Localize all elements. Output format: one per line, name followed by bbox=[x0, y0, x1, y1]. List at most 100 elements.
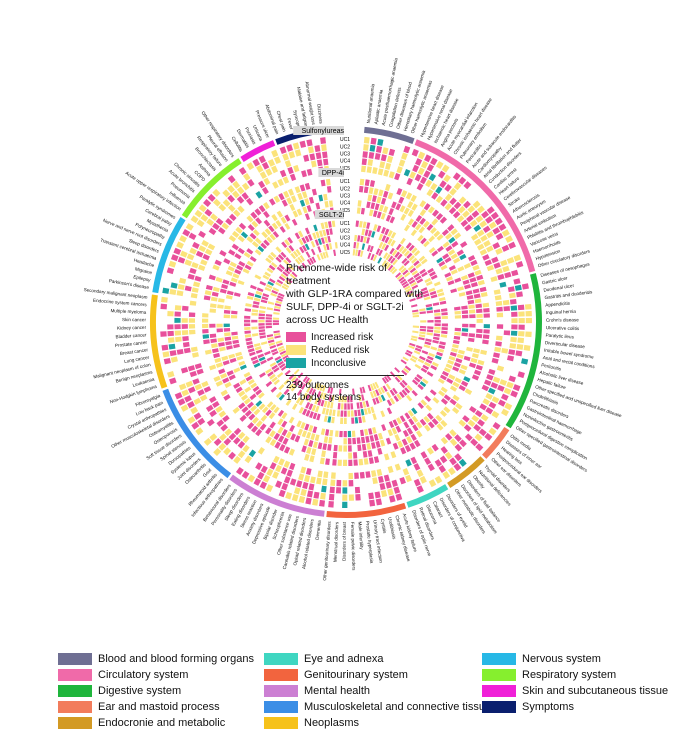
risk-cell bbox=[307, 234, 313, 241]
risk-cell bbox=[260, 414, 268, 422]
risk-cell bbox=[441, 315, 448, 320]
risk-cell bbox=[387, 429, 394, 437]
risk-cell bbox=[284, 239, 291, 246]
risk-cell bbox=[501, 244, 510, 252]
risk-cell bbox=[425, 303, 433, 308]
risk-cell bbox=[458, 384, 466, 392]
risk-cell bbox=[500, 259, 508, 267]
risk-cell bbox=[283, 190, 290, 199]
risk-cell bbox=[238, 390, 246, 397]
risk-cell bbox=[501, 348, 509, 354]
risk-cell bbox=[184, 395, 192, 403]
risk-cell bbox=[494, 295, 502, 301]
risk-cell bbox=[442, 471, 451, 480]
risk-cell bbox=[354, 472, 359, 479]
risk-cell bbox=[449, 197, 457, 206]
risk-cell bbox=[511, 324, 518, 330]
risk-cell bbox=[373, 456, 380, 464]
risk-cell bbox=[272, 287, 280, 292]
risk-cell bbox=[297, 256, 303, 263]
risk-cell bbox=[473, 224, 482, 232]
risk-cell bbox=[275, 246, 282, 253]
risk-cell bbox=[224, 428, 233, 437]
risk-cell bbox=[210, 213, 218, 222]
risk-cell bbox=[207, 243, 216, 251]
risk-cell bbox=[244, 323, 251, 327]
risk-cell bbox=[279, 444, 286, 452]
risk-cell bbox=[488, 427, 497, 436]
risk-cell bbox=[328, 394, 332, 401]
risk-cell bbox=[449, 351, 457, 357]
legend-item-blood: Blood and blood forming organs bbox=[58, 652, 254, 666]
risk-cell bbox=[413, 478, 421, 487]
risk-cell bbox=[322, 252, 327, 259]
risk-cell bbox=[297, 265, 303, 272]
risk-cell bbox=[452, 343, 459, 349]
risk-cell bbox=[281, 482, 289, 491]
risk-cell bbox=[253, 477, 262, 486]
risk-cell bbox=[256, 164, 264, 173]
risk-cell bbox=[399, 476, 406, 485]
risk-cell bbox=[320, 237, 325, 244]
risk-cell bbox=[402, 429, 409, 438]
risk-cell bbox=[455, 358, 463, 364]
risk-cell bbox=[432, 397, 440, 404]
risk-cell bbox=[277, 295, 284, 300]
outcome-label: Dizziness bbox=[316, 104, 324, 125]
risk-cell bbox=[268, 412, 276, 420]
risk-cell bbox=[415, 430, 423, 438]
risk-cell bbox=[325, 429, 330, 436]
risk-cell bbox=[198, 245, 207, 253]
risk-cell bbox=[437, 378, 445, 385]
risk-cell bbox=[204, 290, 212, 296]
risk-cell bbox=[377, 388, 383, 395]
risk-cell bbox=[269, 373, 276, 380]
risk-cell bbox=[280, 216, 287, 224]
risk-cell bbox=[370, 137, 377, 145]
risk-cell bbox=[212, 264, 220, 271]
risk-cell bbox=[181, 318, 188, 323]
risk-cell bbox=[303, 438, 310, 446]
risk-cell bbox=[224, 381, 232, 389]
risk-cell bbox=[328, 242, 333, 250]
risk-cell bbox=[222, 279, 230, 285]
risk-cell bbox=[267, 301, 275, 305]
risk-cell bbox=[187, 401, 195, 409]
risk-cell bbox=[304, 243, 310, 251]
risk-cell bbox=[189, 300, 197, 306]
risk-cell bbox=[205, 404, 214, 412]
risk-cell bbox=[454, 327, 462, 332]
risk-cell bbox=[308, 483, 315, 491]
outcome-label: Prostate cancer bbox=[115, 340, 148, 348]
risk-cell bbox=[291, 494, 299, 502]
risk-cell bbox=[233, 382, 241, 389]
risk-cell bbox=[260, 341, 268, 346]
ring-label: UC2 bbox=[340, 228, 350, 234]
risk-cell bbox=[380, 394, 386, 402]
risk-cell bbox=[438, 344, 446, 350]
risk-cell bbox=[351, 417, 355, 424]
risk-cell bbox=[381, 260, 387, 267]
risk-cell bbox=[271, 149, 279, 158]
risk-cell bbox=[402, 356, 409, 362]
risk-cell bbox=[229, 281, 237, 287]
risk-cell bbox=[417, 167, 425, 176]
risk-cell bbox=[401, 257, 408, 264]
risk-cell bbox=[276, 297, 283, 302]
risk-cell bbox=[247, 178, 255, 187]
risk-cell bbox=[236, 186, 245, 195]
risk-cell bbox=[302, 408, 308, 416]
risk-cell bbox=[227, 204, 236, 212]
risk-cell bbox=[419, 475, 427, 484]
risk-cell bbox=[364, 229, 369, 236]
legend-swatch bbox=[264, 653, 298, 665]
risk-cell bbox=[424, 277, 432, 284]
risk-cell bbox=[202, 323, 209, 329]
risk-cell bbox=[416, 183, 424, 191]
risk-cell bbox=[305, 394, 311, 401]
risk-cell bbox=[251, 312, 258, 316]
risk-cell bbox=[408, 244, 415, 252]
center-title-line: across UC Health bbox=[286, 314, 369, 326]
legend-swatch bbox=[482, 653, 516, 665]
risk-cell bbox=[412, 312, 419, 315]
